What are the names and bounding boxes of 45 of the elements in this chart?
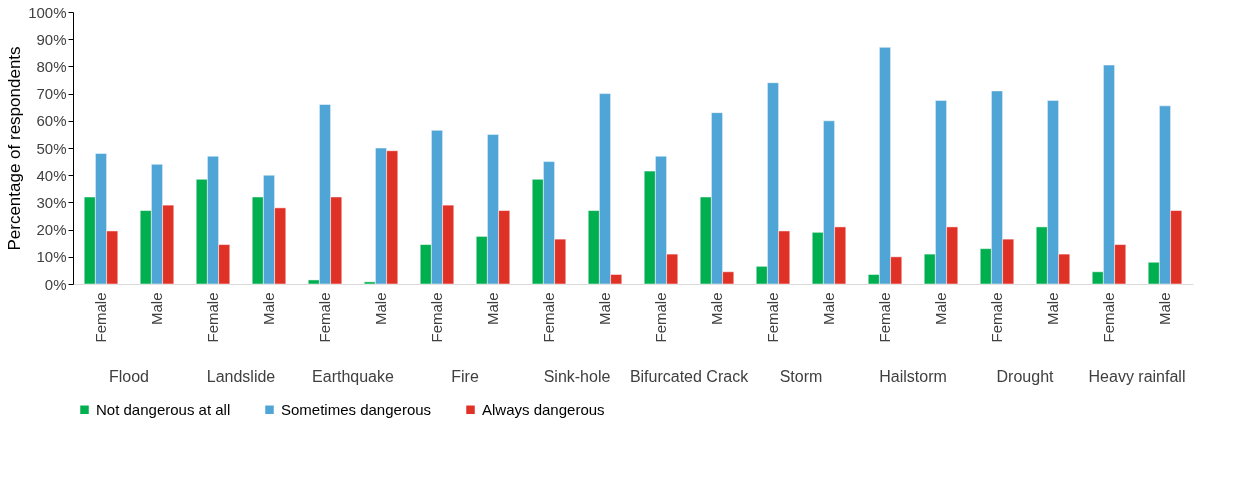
y-tick-label: 20% [36, 221, 67, 239]
x-tick-label: Male [1156, 292, 1173, 326]
y-tick-label: 0% [44, 275, 67, 293]
text: Earthquake [312, 368, 395, 385]
text: Bifurcated Crack [629, 368, 750, 385]
y-tick-label: 40% [36, 166, 67, 184]
y-axis-title: Percentage of respondents [5, 46, 25, 251]
text: Landslide [206, 368, 276, 385]
text: Sink-hole [543, 368, 611, 385]
y-tick-label: 100% [28, 3, 67, 21]
x-tick-label: Male [1044, 292, 1061, 326]
text: Storm [779, 368, 823, 385]
text: Drought [996, 368, 1055, 385]
x-tick-label: Female [764, 292, 781, 343]
legend-label: Always dangerous [482, 400, 605, 418]
x-tick-label: Male [596, 292, 613, 326]
y-tick-label: 50% [36, 139, 67, 157]
x-tick-label: Male [820, 292, 837, 326]
x-tick-label: Female [652, 292, 669, 343]
x-tick-label: Female [988, 292, 1005, 343]
y-tick-label: 60% [36, 112, 67, 130]
text: Hailstorm [879, 368, 947, 385]
x-tick-label: Female [1100, 292, 1117, 343]
y-tick-label: 80% [36, 57, 67, 75]
x-tick-label: Female [92, 292, 109, 343]
y-tick-label: 70% [36, 85, 67, 103]
x-tick-label: Male [148, 292, 165, 326]
y-tick-label: 10% [36, 248, 67, 266]
x-tick-label: Male [932, 292, 949, 326]
legend-label: Sometimes dangerous [281, 400, 432, 418]
text: Flood [108, 368, 150, 385]
x-tick-label: Female [876, 292, 893, 343]
x-tick-label: Male [708, 292, 725, 326]
x-tick-label: Male [372, 292, 389, 326]
x-tick-label: Female [316, 292, 333, 343]
text: Heavy rainfall [1088, 368, 1186, 385]
text: Fire [451, 368, 479, 385]
y-tick-label: 30% [36, 193, 67, 211]
y-tick-label: 90% [36, 30, 67, 48]
x-tick-label: Female [204, 292, 221, 343]
x-tick-label: Female [428, 292, 445, 343]
x-tick-label: Male [484, 292, 501, 326]
x-tick-label: Male [260, 292, 277, 326]
x-tick-label: Female [540, 292, 557, 343]
legend-label: Not dangerous at all [96, 400, 231, 418]
